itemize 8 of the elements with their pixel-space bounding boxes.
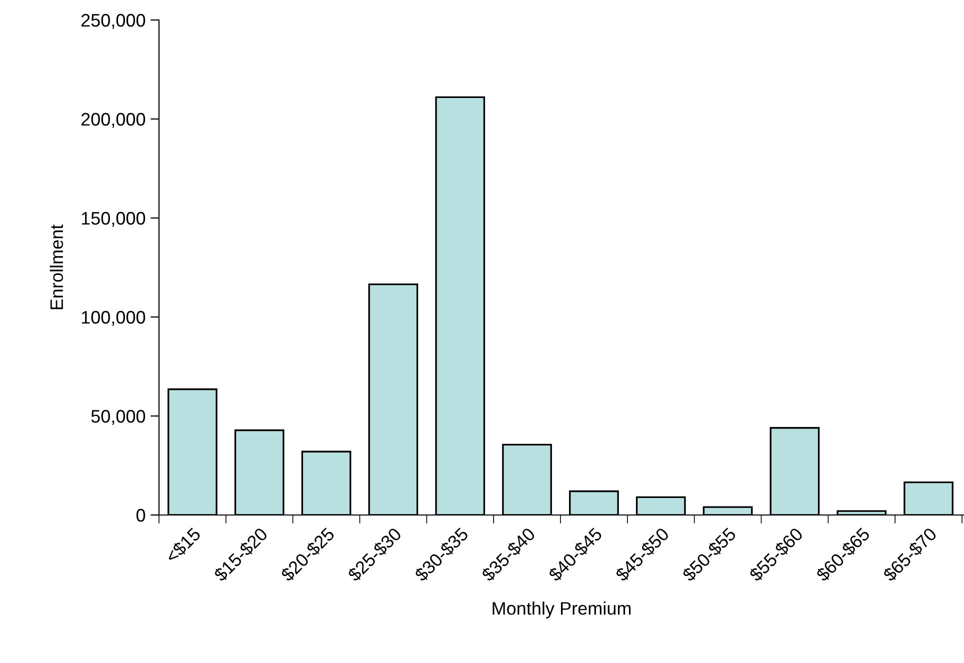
y-tick-label: 150,000 bbox=[82, 212, 146, 227]
y-tick-label: 50,000 bbox=[91, 410, 146, 425]
x-axis-title: Monthly Premium bbox=[492, 602, 631, 618]
y-tick-label: 250,000 bbox=[81, 14, 146, 29]
y-tick-label: 0 bbox=[136, 508, 146, 522]
y-axis-title: Enrollment bbox=[50, 224, 64, 310]
y-tick-label: 200,000 bbox=[81, 112, 146, 128]
y-tick-label: 100,000 bbox=[82, 310, 146, 326]
